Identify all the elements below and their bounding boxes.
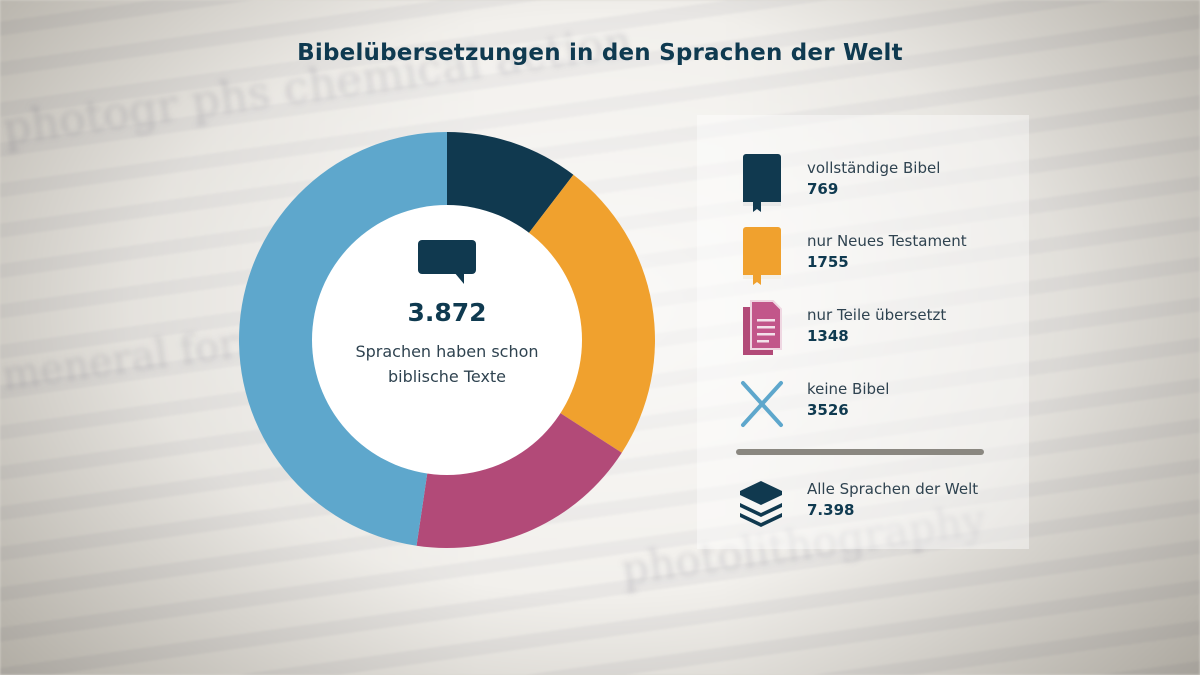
legend-value: 769 — [807, 180, 839, 198]
legend-value: 7.398 — [807, 501, 855, 519]
center-description: Sprachen haben schon biblische Texte — [355, 342, 539, 386]
legend-panel: vollständige Bibel 769 nur Neues Testame… — [697, 115, 1029, 549]
legend-item-partial: nur Teile übersetzt 1348 — [697, 299, 1029, 359]
legend-value: 3526 — [807, 401, 849, 419]
legend-divider — [736, 449, 984, 455]
legend-label: nur Teile übersetzt — [807, 306, 947, 324]
legend-label: nur Neues Testament — [807, 232, 967, 250]
languages-with-texts-count: 3.872 — [407, 298, 487, 327]
legend-item-new-testament: nur Neues Testament 1755 — [697, 225, 1029, 285]
chart-title: Bibelübersetzungen in den Sprachen der W… — [297, 40, 903, 66]
legend-label: vollständige Bibel — [807, 159, 941, 177]
legend-label: keine Bibel — [807, 380, 890, 398]
speech-bubble-icon — [418, 240, 476, 284]
layers-icon — [740, 481, 782, 527]
book-icon — [743, 154, 781, 212]
legend-item-full-bible: vollständige Bibel 769 — [697, 152, 1029, 212]
center-label: 3.872 Sprachen haben schon biblische Tex… — [312, 238, 582, 389]
legend-item-no-bible: keine Bibel 3526 — [697, 373, 1029, 433]
legend-item-total: Alle Sprachen der Welt 7.398 — [697, 473, 1029, 533]
legend-value: 1348 — [807, 327, 849, 345]
legend-value: 1755 — [807, 253, 849, 271]
documents-icon — [743, 300, 782, 355]
legend-label: Alle Sprachen der Welt — [807, 480, 979, 498]
donut-hole — [312, 205, 582, 475]
book-icon — [743, 227, 781, 285]
x-icon — [741, 381, 783, 427]
